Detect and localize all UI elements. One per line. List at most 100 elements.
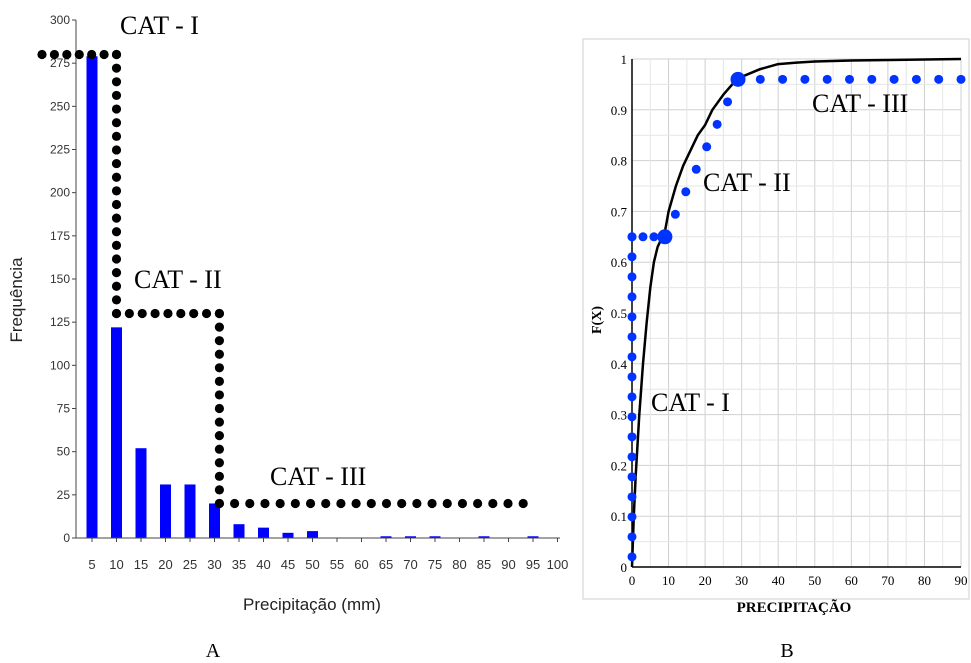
- cat3-boundary-dot: [351, 498, 361, 509]
- cat1-dot: [638, 232, 648, 242]
- bar-35: [233, 524, 245, 538]
- bar-70: [405, 536, 416, 538]
- cat1-dot: [627, 232, 637, 242]
- cat3-boundary-dot: [290, 498, 300, 509]
- panel-a: 0 25 50 75 100 125 150 175 200 225 250 275 300 5 10 15…: [7, 11, 568, 662]
- cat2-dot: [670, 209, 680, 219]
- cat3-dot: [934, 74, 944, 84]
- bar-5: [86, 56, 98, 538]
- cat1-dot: [627, 452, 637, 462]
- bar-65: [380, 536, 392, 538]
- x-tick-label: 55: [330, 557, 344, 572]
- x-tick-label: 30: [207, 557, 221, 572]
- panel-b: 00.10.20.30.40.50.60.70.80.910 10 20 30 40 50…: [582, 38, 970, 662]
- y-tick-label: 150: [50, 272, 70, 286]
- x-tick-label: 10: [109, 557, 123, 572]
- cat2-dot: [681, 187, 691, 197]
- x-tick-label: 100: [547, 557, 569, 572]
- category-point-2: [730, 71, 746, 87]
- y-tick-label: 225: [50, 143, 70, 157]
- cat1-boundary-dot: [111, 145, 122, 155]
- y-tick-label: 125: [50, 315, 70, 329]
- y-tick-label: 0.6: [611, 255, 628, 270]
- bar-25: [184, 484, 196, 538]
- cat2-boundary-dot: [137, 308, 147, 319]
- x-tick-label: 20: [158, 557, 172, 572]
- annotation-2: CAT - II: [134, 265, 222, 294]
- cat3-boundary-dot: [473, 498, 483, 509]
- annotation-3: CAT - III: [270, 462, 366, 491]
- category-point-1: [657, 229, 673, 245]
- cat1-dot: [627, 512, 637, 522]
- x-tick-label: 80: [452, 557, 466, 572]
- cat1-boundary-dot: [62, 49, 72, 60]
- x-tick-label: 85: [477, 557, 491, 572]
- bar-series: [86, 56, 539, 538]
- annotation-2: CAT - II: [703, 168, 791, 197]
- cat1-boundary-dot: [111, 268, 122, 278]
- cat1-dot: [627, 312, 637, 322]
- category-dots: [37, 49, 528, 509]
- x-tick-label: 90: [501, 557, 515, 572]
- y-tick-label: 275: [50, 56, 70, 70]
- cat3-boundary-dot: [442, 498, 452, 509]
- annotation-3: CAT - III: [812, 89, 908, 118]
- y-axis-label: F(X): [590, 306, 605, 334]
- cat3-dot: [956, 74, 966, 84]
- y-axis-label: Frequência: [7, 257, 26, 343]
- cat3-dot: [800, 74, 810, 84]
- cat3-dot: [889, 74, 899, 84]
- cat3-boundary-dot: [305, 498, 316, 509]
- y-tick-label: 0: [621, 560, 628, 575]
- cat2-boundary-dot: [111, 308, 122, 319]
- cat2-boundary-dot: [214, 485, 224, 495]
- bar-30: [209, 503, 220, 538]
- cat1-dot: [627, 252, 637, 262]
- cat1-boundary-dot: [49, 49, 60, 60]
- cat3-boundary-dot: [260, 498, 270, 509]
- x-tick-label: 70: [403, 557, 417, 572]
- annotation-1: CAT - I: [651, 388, 730, 417]
- gridlines: [631, 58, 962, 568]
- cat1-dot: [627, 492, 637, 502]
- cat3-boundary-dot: [412, 498, 422, 509]
- y-tick-label: 250: [50, 99, 70, 113]
- x-tick-label: 65: [379, 557, 393, 572]
- cat2-dot: [691, 164, 701, 174]
- cat1-dot: [627, 272, 637, 282]
- cat3-dot: [778, 74, 788, 84]
- annotations: CAT - I CAT - II CAT - III: [120, 11, 366, 491]
- y-tick-label: 75: [57, 402, 71, 416]
- y-tick-label: 0.3: [611, 408, 627, 423]
- panel-label-b: B: [780, 640, 793, 662]
- cat2-boundary-dot: [214, 376, 224, 386]
- cat3-dot: [755, 74, 765, 84]
- x-axis-label: Precipitação (mm): [243, 595, 381, 614]
- x-tick-label: 15: [134, 557, 148, 572]
- x-tick-label: 40: [256, 557, 270, 572]
- y-tick-label: 0.5: [611, 306, 627, 321]
- cat1-boundary-dot: [111, 63, 122, 73]
- cat1-boundary-dot: [99, 49, 109, 60]
- cat2-boundary-dot: [214, 322, 224, 332]
- cat1-dot: [627, 432, 637, 442]
- cat2-boundary-dot: [214, 308, 224, 319]
- cat1-boundary-dot: [111, 213, 122, 223]
- y-tick-label: 0.9: [611, 103, 627, 118]
- y-tick-label: 100: [50, 358, 70, 372]
- x-tick-label: 5: [88, 557, 95, 572]
- cat2-boundary-dot: [214, 417, 224, 427]
- bar-50: [307, 531, 318, 538]
- cat2-boundary-dot: [163, 308, 173, 319]
- x-tick-label: 75: [428, 557, 442, 572]
- cat2-boundary-dot: [214, 403, 224, 414]
- annotation-1: CAT - I: [120, 11, 199, 40]
- cdf-line: [630, 57, 962, 568]
- cat2-dot: [723, 97, 733, 107]
- cat3-boundary-dot: [397, 498, 407, 509]
- cat3-boundary-dot: [381, 498, 392, 509]
- cat2-boundary-dot: [150, 308, 160, 319]
- cat2-dot: [712, 119, 722, 129]
- cat1-boundary-dot: [111, 118, 122, 128]
